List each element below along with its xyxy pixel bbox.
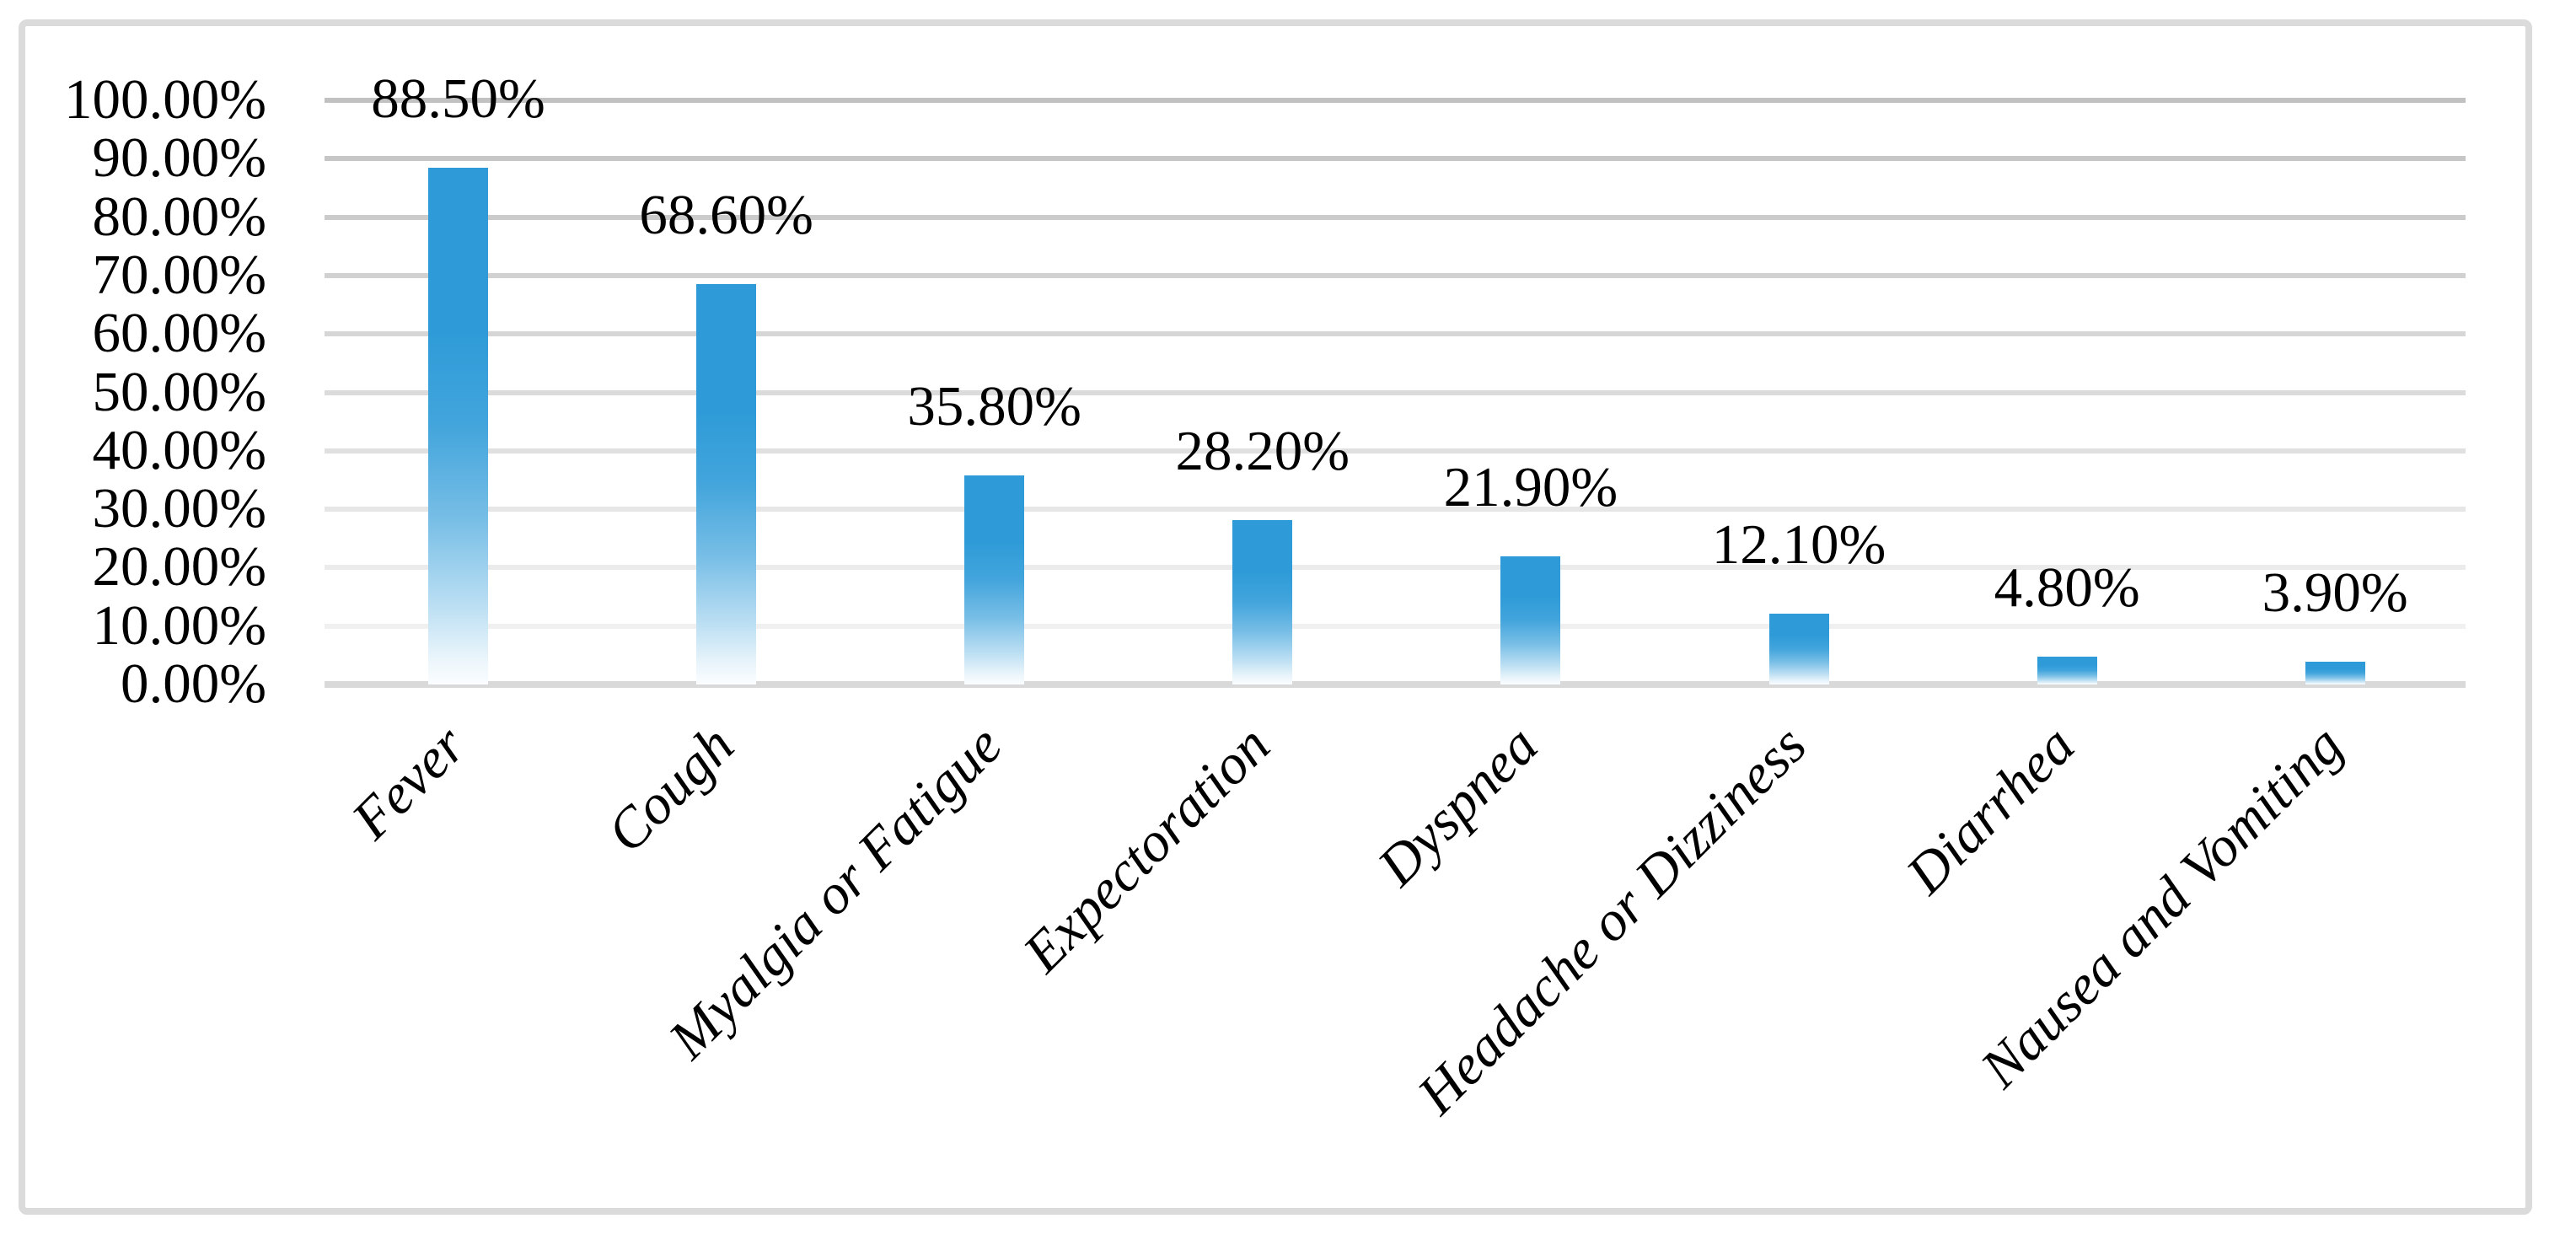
x-tick-label-dyspnea: Dyspnea xyxy=(1366,713,1550,898)
gridline-100 xyxy=(325,98,2466,103)
gridline-30 xyxy=(325,507,2466,513)
data-label-diarrhea: 4.80% xyxy=(1994,556,2140,619)
gridline-40 xyxy=(325,448,2466,454)
y-tick-label-10: 10.00% xyxy=(92,593,266,657)
y-tick-label-20: 20.00% xyxy=(92,535,266,598)
data-label-cough: 68.60% xyxy=(639,184,813,246)
data-label-expectoration: 28.20% xyxy=(1175,420,1350,482)
bar-headache-or-dizziness xyxy=(1768,614,1829,684)
x-tick-label-diarrhea: Diarrhea xyxy=(1894,713,2087,906)
data-label-nausea-and-vomiting: 3.90% xyxy=(2262,561,2408,624)
gridline-50 xyxy=(325,389,2466,395)
data-label-myalgia-or-fatigue: 35.80% xyxy=(907,375,1081,437)
data-label-fever: 88.50% xyxy=(371,67,545,130)
y-tick-label-50: 50.00% xyxy=(92,360,266,423)
y-tick-label-100: 100.00% xyxy=(63,68,266,131)
gridline-60 xyxy=(325,331,2466,337)
gridline-0 xyxy=(325,681,2466,688)
bar-cough xyxy=(696,284,757,684)
gridline-20 xyxy=(325,565,2466,571)
bar-nausea-and-vomiting xyxy=(2305,662,2365,684)
y-tick-label-70: 70.00% xyxy=(92,243,266,306)
bar-myalgia-or-fatigue xyxy=(964,475,1025,684)
bar-fever xyxy=(428,168,488,684)
data-label-dyspnea: 21.90% xyxy=(1443,456,1618,518)
y-tick-label-0: 0.00% xyxy=(120,652,266,715)
gridline-90 xyxy=(325,156,2466,162)
bar-diarrhea xyxy=(2037,657,2097,684)
y-tick-label-90: 90.00% xyxy=(92,126,266,190)
y-tick-label-30: 30.00% xyxy=(92,477,266,540)
data-label-headache-or-dizziness: 12.10% xyxy=(1711,513,1886,576)
bar-dyspnea xyxy=(1500,556,1561,684)
bar-expectoration xyxy=(1232,520,1293,684)
gridline-70 xyxy=(325,272,2466,278)
x-tick-label-cough: Cough xyxy=(594,713,746,865)
x-tick-label-fever: Fever xyxy=(340,713,478,851)
x-tick-label-expectoration: Expectoration xyxy=(1012,713,1282,985)
gridline-80 xyxy=(325,214,2466,220)
y-tick-label-60: 60.00% xyxy=(92,302,266,365)
y-tick-label-80: 80.00% xyxy=(92,185,266,248)
y-tick-label-40: 40.00% xyxy=(92,418,266,481)
gridline-10 xyxy=(325,623,2466,629)
